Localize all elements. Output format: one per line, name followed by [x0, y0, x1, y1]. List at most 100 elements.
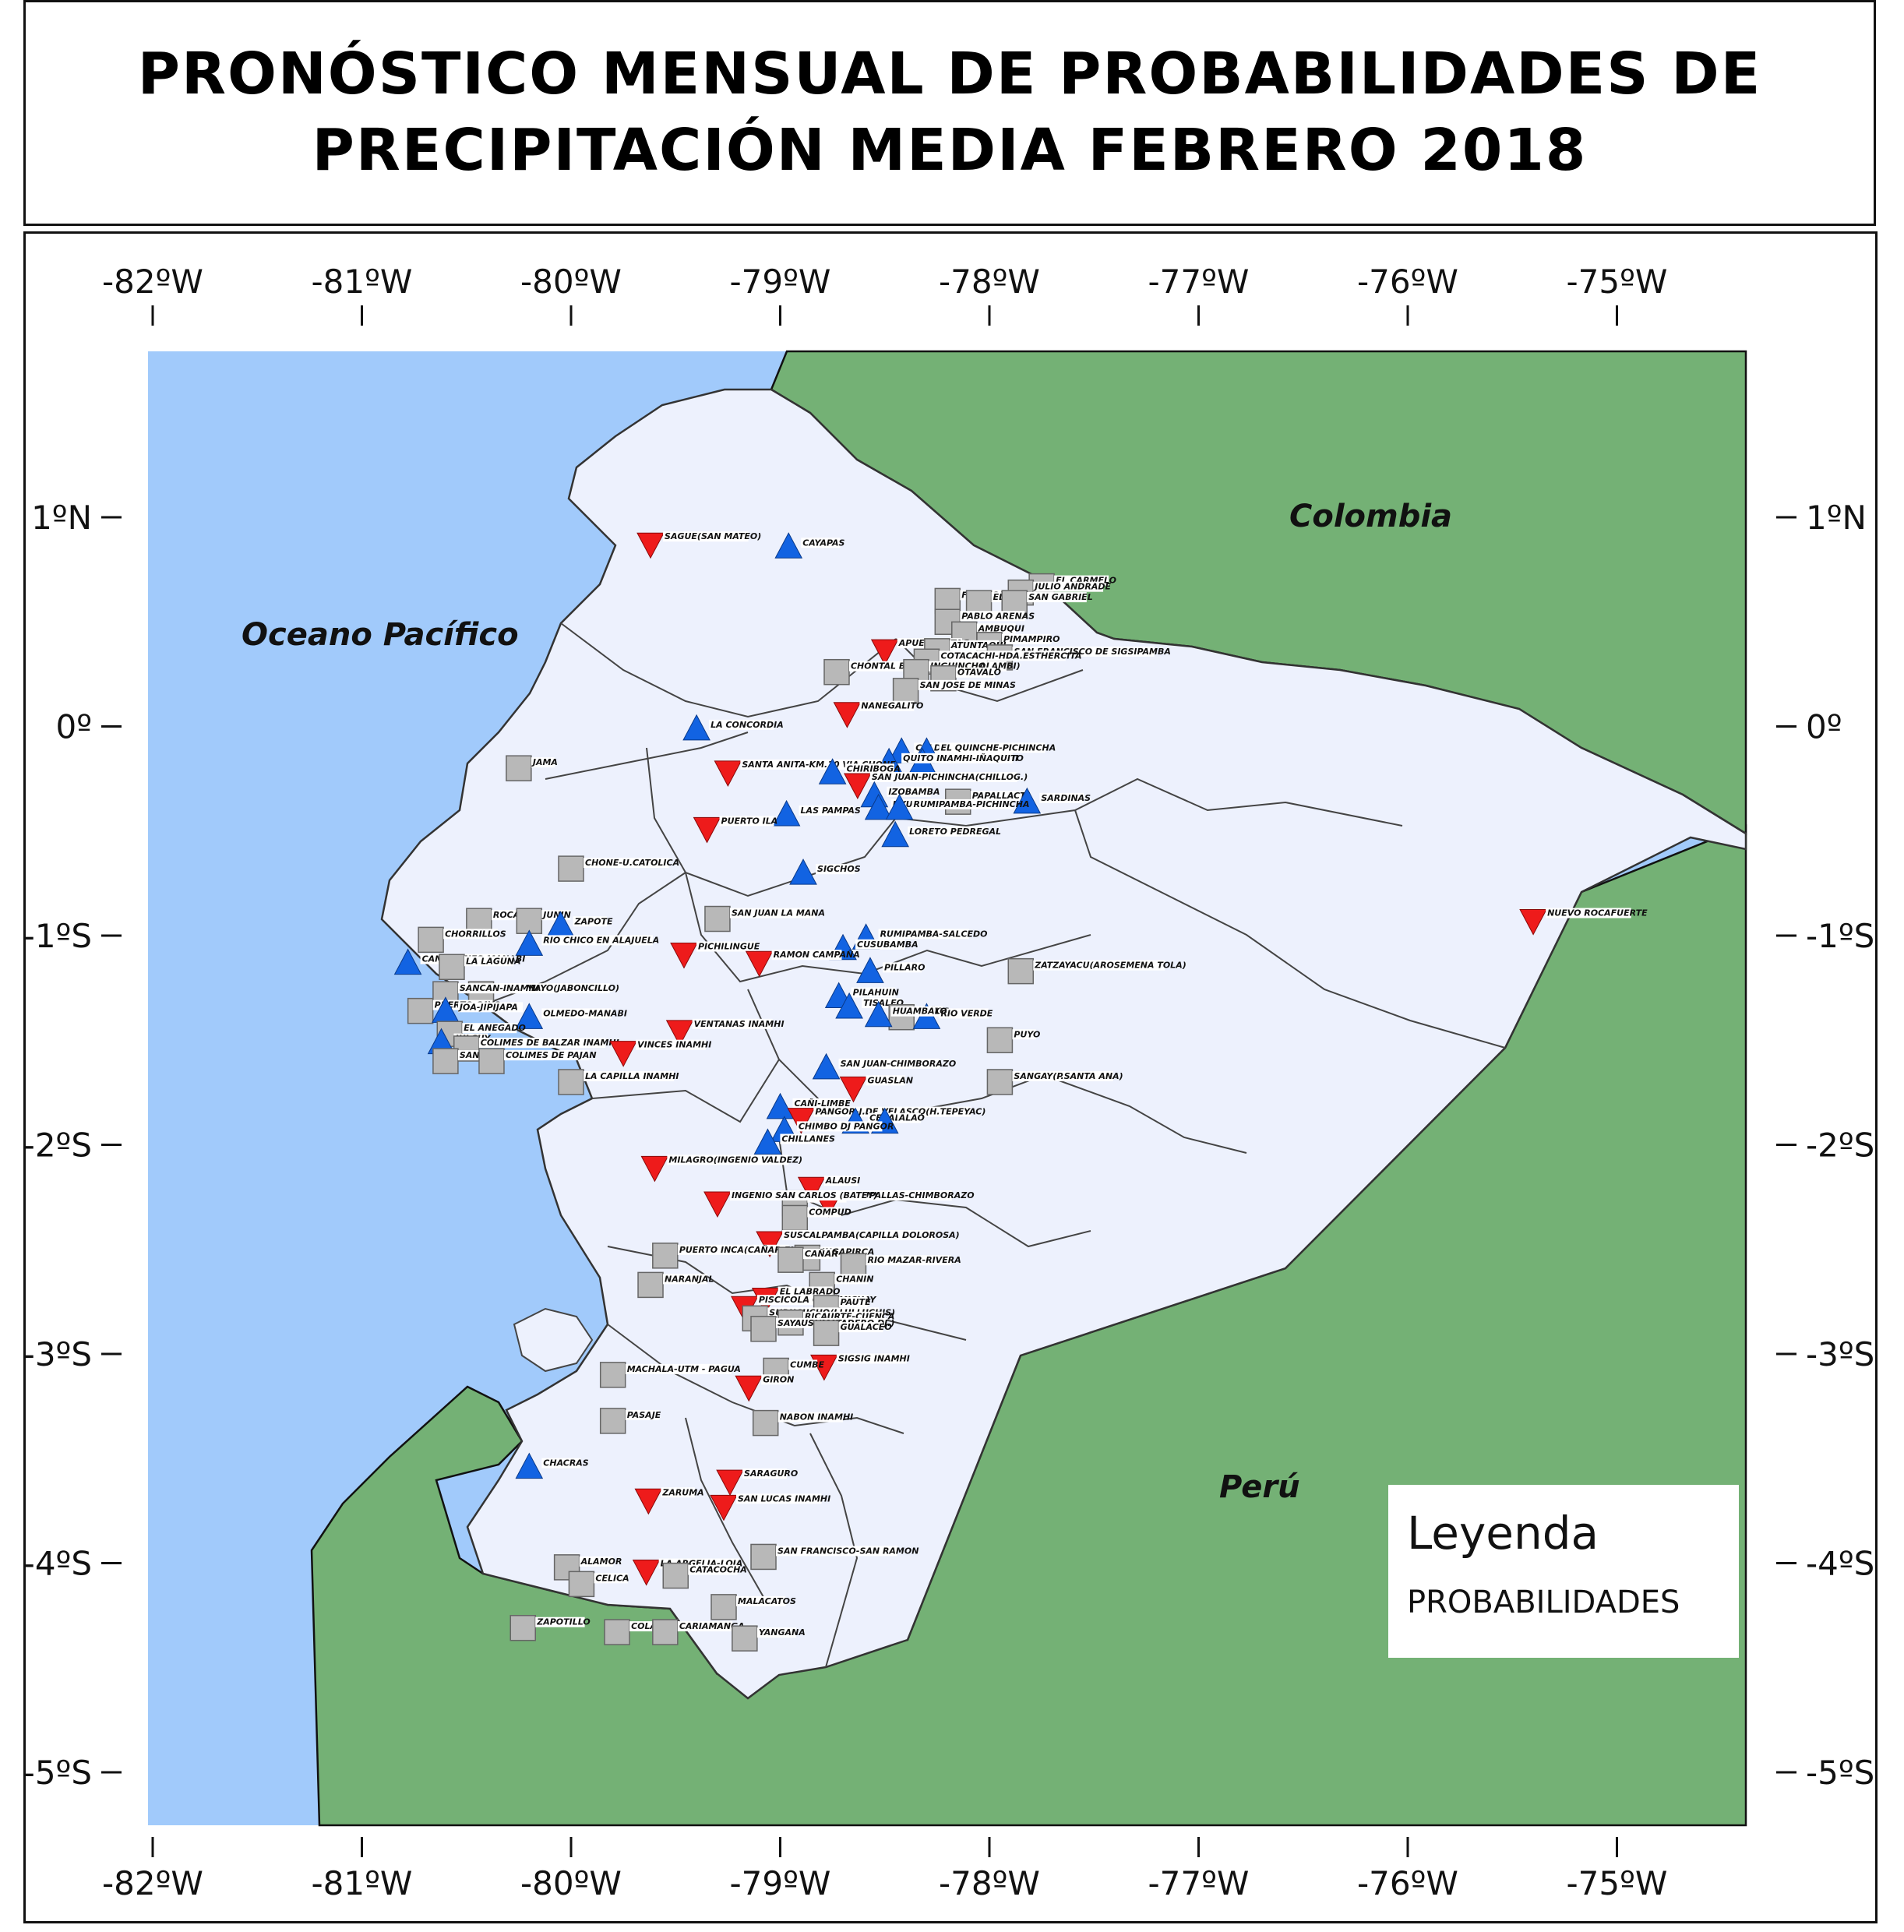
- below-normal-triangle-marker: [640, 1155, 669, 1183]
- station-normal: MALACATOS: [710, 1594, 796, 1620]
- station-label-bg: [503, 1050, 590, 1061]
- station-label: RAMON CAMPAÑA: [774, 950, 860, 960]
- station-label: JUNIN: [541, 910, 571, 920]
- normal-square-marker: [599, 1408, 626, 1434]
- station-label: CARIAMANGA: [679, 1621, 745, 1631]
- above-normal-triangle-marker: [864, 1000, 893, 1028]
- station-normal: LA CAPILLA INAMHI: [558, 1069, 679, 1095]
- lon-label-top: -77ºW: [1148, 263, 1250, 301]
- lon-label-bottom: -82ºW: [102, 1864, 203, 1902]
- station-label: SAGUE(SAN MATEO): [665, 531, 761, 541]
- lon-label-bottom: -80ºW: [520, 1864, 622, 1902]
- lon-label-top: -80ºW: [520, 263, 622, 301]
- normal-square-marker: [407, 997, 434, 1024]
- above-normal-triangle-marker: [393, 948, 422, 975]
- station-label: EL LABRADO: [780, 1287, 841, 1297]
- station-label: PUERTO INCA(CAÑAR EN): [679, 1245, 801, 1255]
- station-label: EL QUINCHE-PICHINCHA: [940, 742, 1056, 753]
- lat-label-right: -5ºS: [1806, 1754, 1874, 1792]
- station-normal: CATACOCHA: [662, 1562, 747, 1589]
- station-above: SIGCHOS: [789, 858, 861, 885]
- below-normal-triangle-marker: [756, 1231, 784, 1258]
- station-label: RIO CHICO EN ALAJUELA: [543, 935, 659, 945]
- station-above: QUITO INAMHI-IÑAQUITO: [875, 747, 1024, 774]
- station-label-bg: [807, 1207, 841, 1218]
- station-label-bg: [976, 623, 1016, 634]
- station-label-bg: [834, 1274, 869, 1285]
- station-label: CHORRILLOS: [445, 929, 506, 939]
- normal-square-marker: [506, 755, 532, 781]
- lat-label-right: -3ºS: [1806, 1335, 1874, 1373]
- station-label: IZOBAMBA: [888, 787, 940, 797]
- coordinate-ticks: -82ºW -82ºW -81ºW -81ºW -80ºW -80ºW -79ºW -79ºW…: [23, 263, 1875, 1902]
- station-normal: MACHALA-UTM - PAGUA: [599, 1362, 741, 1388]
- station-above: CHACRAS: [515, 1452, 589, 1479]
- station-label: LA CONCORDIA: [710, 720, 784, 730]
- station-label: CHACRAS: [543, 1458, 589, 1468]
- station-above: ZAPOTE: [546, 911, 613, 937]
- station-label: LAS PAMPAS: [801, 806, 861, 816]
- station-label: COTACACHI-HDA.ESTHERCITA: [940, 650, 1081, 661]
- station-label: CHIMBO DJ PANGOR: [799, 1121, 894, 1131]
- station-below: SAGUE(SAN MATEO): [636, 531, 761, 559]
- station-label-bg: [939, 1008, 989, 1019]
- station-label: RIO VERDE: [940, 1008, 993, 1018]
- station-label: ZAPOTILLO: [536, 1617, 590, 1627]
- station-label: SARDINAS: [1041, 793, 1091, 803]
- below-normal-triangle-marker: [870, 639, 899, 666]
- station-label-bg: [1033, 960, 1165, 971]
- below-normal-triangle-marker: [693, 816, 721, 844]
- station-label-bg: [780, 1133, 830, 1144]
- station-normal: YANGANA: [732, 1625, 806, 1652]
- station-label-bg: [663, 531, 749, 542]
- station-label: PILAHUIN: [853, 988, 899, 998]
- station-below: SUSCALPAMBA(CAPILLA DOLOROSA): [756, 1230, 960, 1258]
- normal-square-marker: [509, 1614, 536, 1641]
- station-label-bg: [696, 941, 756, 952]
- station-label-bg: [478, 1037, 606, 1048]
- station-label: CATACOCHA: [689, 1565, 747, 1575]
- lat-label-left: 1ºN: [31, 499, 92, 537]
- normal-square-marker: [710, 1594, 737, 1620]
- station-label: CHONE-U.CATOLICA: [585, 858, 679, 868]
- lon-label-top: -79ºW: [730, 263, 831, 301]
- station-below: ALAUSI: [797, 1176, 860, 1204]
- station-label-bg: [661, 1487, 695, 1498]
- station-label-bg: [719, 816, 774, 827]
- station-label-bg: [841, 1190, 952, 1200]
- station-label-bg: [887, 786, 932, 797]
- lon-label-bottom: -77ºW: [1148, 1864, 1250, 1902]
- lat-label-left: 0º: [55, 708, 92, 746]
- station-label: ZARUMA: [661, 1487, 703, 1497]
- above-normal-triangle-marker: [812, 1052, 841, 1080]
- station-label: PILLARO: [884, 962, 926, 972]
- station-normal: JAMA: [506, 755, 558, 781]
- station-normal: PUERTO INCA(CAÑAR EN): [652, 1243, 801, 1269]
- station-label: MILAGRO(INGENIO VALDEZ): [668, 1155, 802, 1165]
- below-normal-triangle-marker: [787, 1108, 816, 1134]
- station-label: CUSUBAMBA: [857, 940, 919, 950]
- station-label-bg: [688, 1564, 738, 1575]
- station-label-bg: [594, 1573, 629, 1584]
- normal-square-marker: [1007, 957, 1035, 985]
- station-label-bg: [464, 956, 514, 967]
- station-label: OTAVALO: [957, 668, 1001, 678]
- station-normal: CAÑAR: [777, 1246, 838, 1273]
- map-title-line-1: PRONÓSTICO MENSUAL DE PROBABILIDADES DE: [137, 41, 1762, 108]
- station-label-bg: [836, 1353, 907, 1364]
- station-label-bg: [955, 667, 996, 678]
- station-below: GIRON: [735, 1374, 794, 1402]
- normal-square-marker: [662, 1562, 689, 1589]
- station-label-bg: [796, 1121, 883, 1132]
- station-label-bg: [541, 1458, 581, 1468]
- normal-square-marker: [813, 1320, 840, 1346]
- station-normal: CELICA: [568, 1571, 629, 1598]
- station-label: CELICA: [595, 1573, 629, 1583]
- below-normal-triangle-marker: [665, 1020, 694, 1046]
- station-normal: NABON INAMHI: [752, 1409, 853, 1437]
- station-label: SANCAN-INAMHI: [460, 983, 539, 993]
- station-above: LORETO PEDREGAL: [881, 820, 1001, 848]
- station-normal: PASAJE: [599, 1408, 661, 1434]
- normal-square-marker: [568, 1571, 595, 1598]
- station-label-bg: [823, 1176, 859, 1186]
